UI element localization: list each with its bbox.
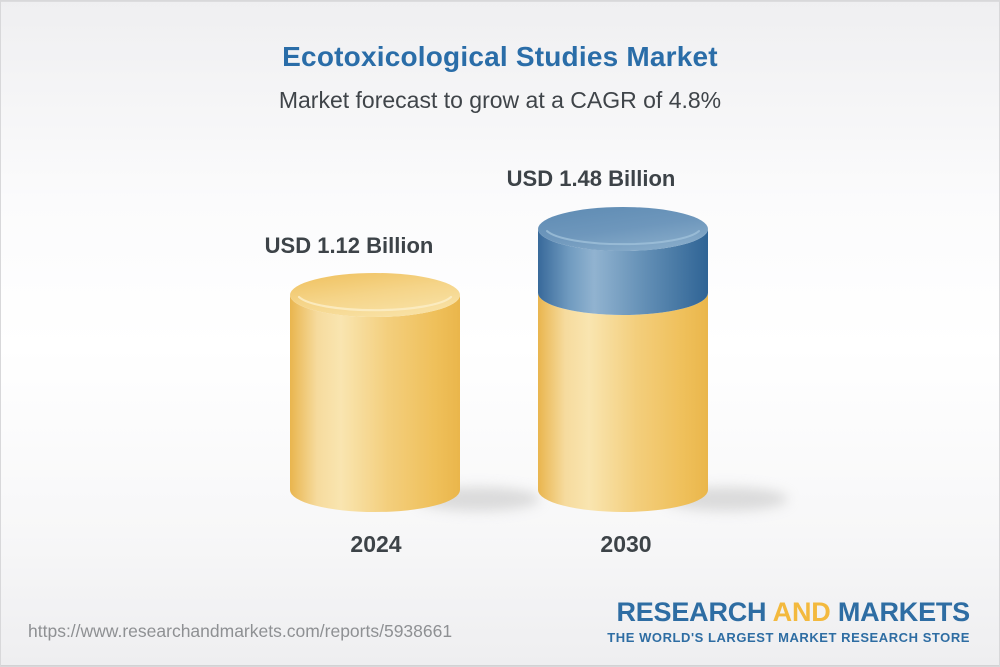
research-and-markets-logo: RESEARCH AND MARKETS THE WORLD'S LARGEST… xyxy=(607,599,970,645)
bar-2030-cylinder xyxy=(538,207,708,512)
report-url[interactable]: https://www.researchandmarkets.com/repor… xyxy=(28,621,453,641)
chart-title: Ecotoxicological Studies Market xyxy=(282,41,718,72)
logo-word-and: AND xyxy=(772,597,831,627)
logo-wordmark: RESEARCH AND MARKETS xyxy=(607,599,970,626)
logo-tagline: THE WORLD'S LARGEST MARKET RESEARCH STOR… xyxy=(607,630,970,645)
category-label-2024: 2024 xyxy=(350,531,402,557)
value-label-2024: USD 1.12 Billion xyxy=(264,233,434,258)
value-label-2030: USD 1.48 Billion xyxy=(506,166,676,191)
category-label-2030: 2030 xyxy=(600,531,652,557)
logo-word-markets: MARKETS xyxy=(837,597,970,627)
chart-subtitle: Market forecast to grow at a CAGR of 4.8… xyxy=(278,87,722,113)
bar-2024-cylinder xyxy=(290,273,460,512)
logo-word-research: RESEARCH xyxy=(616,597,767,627)
